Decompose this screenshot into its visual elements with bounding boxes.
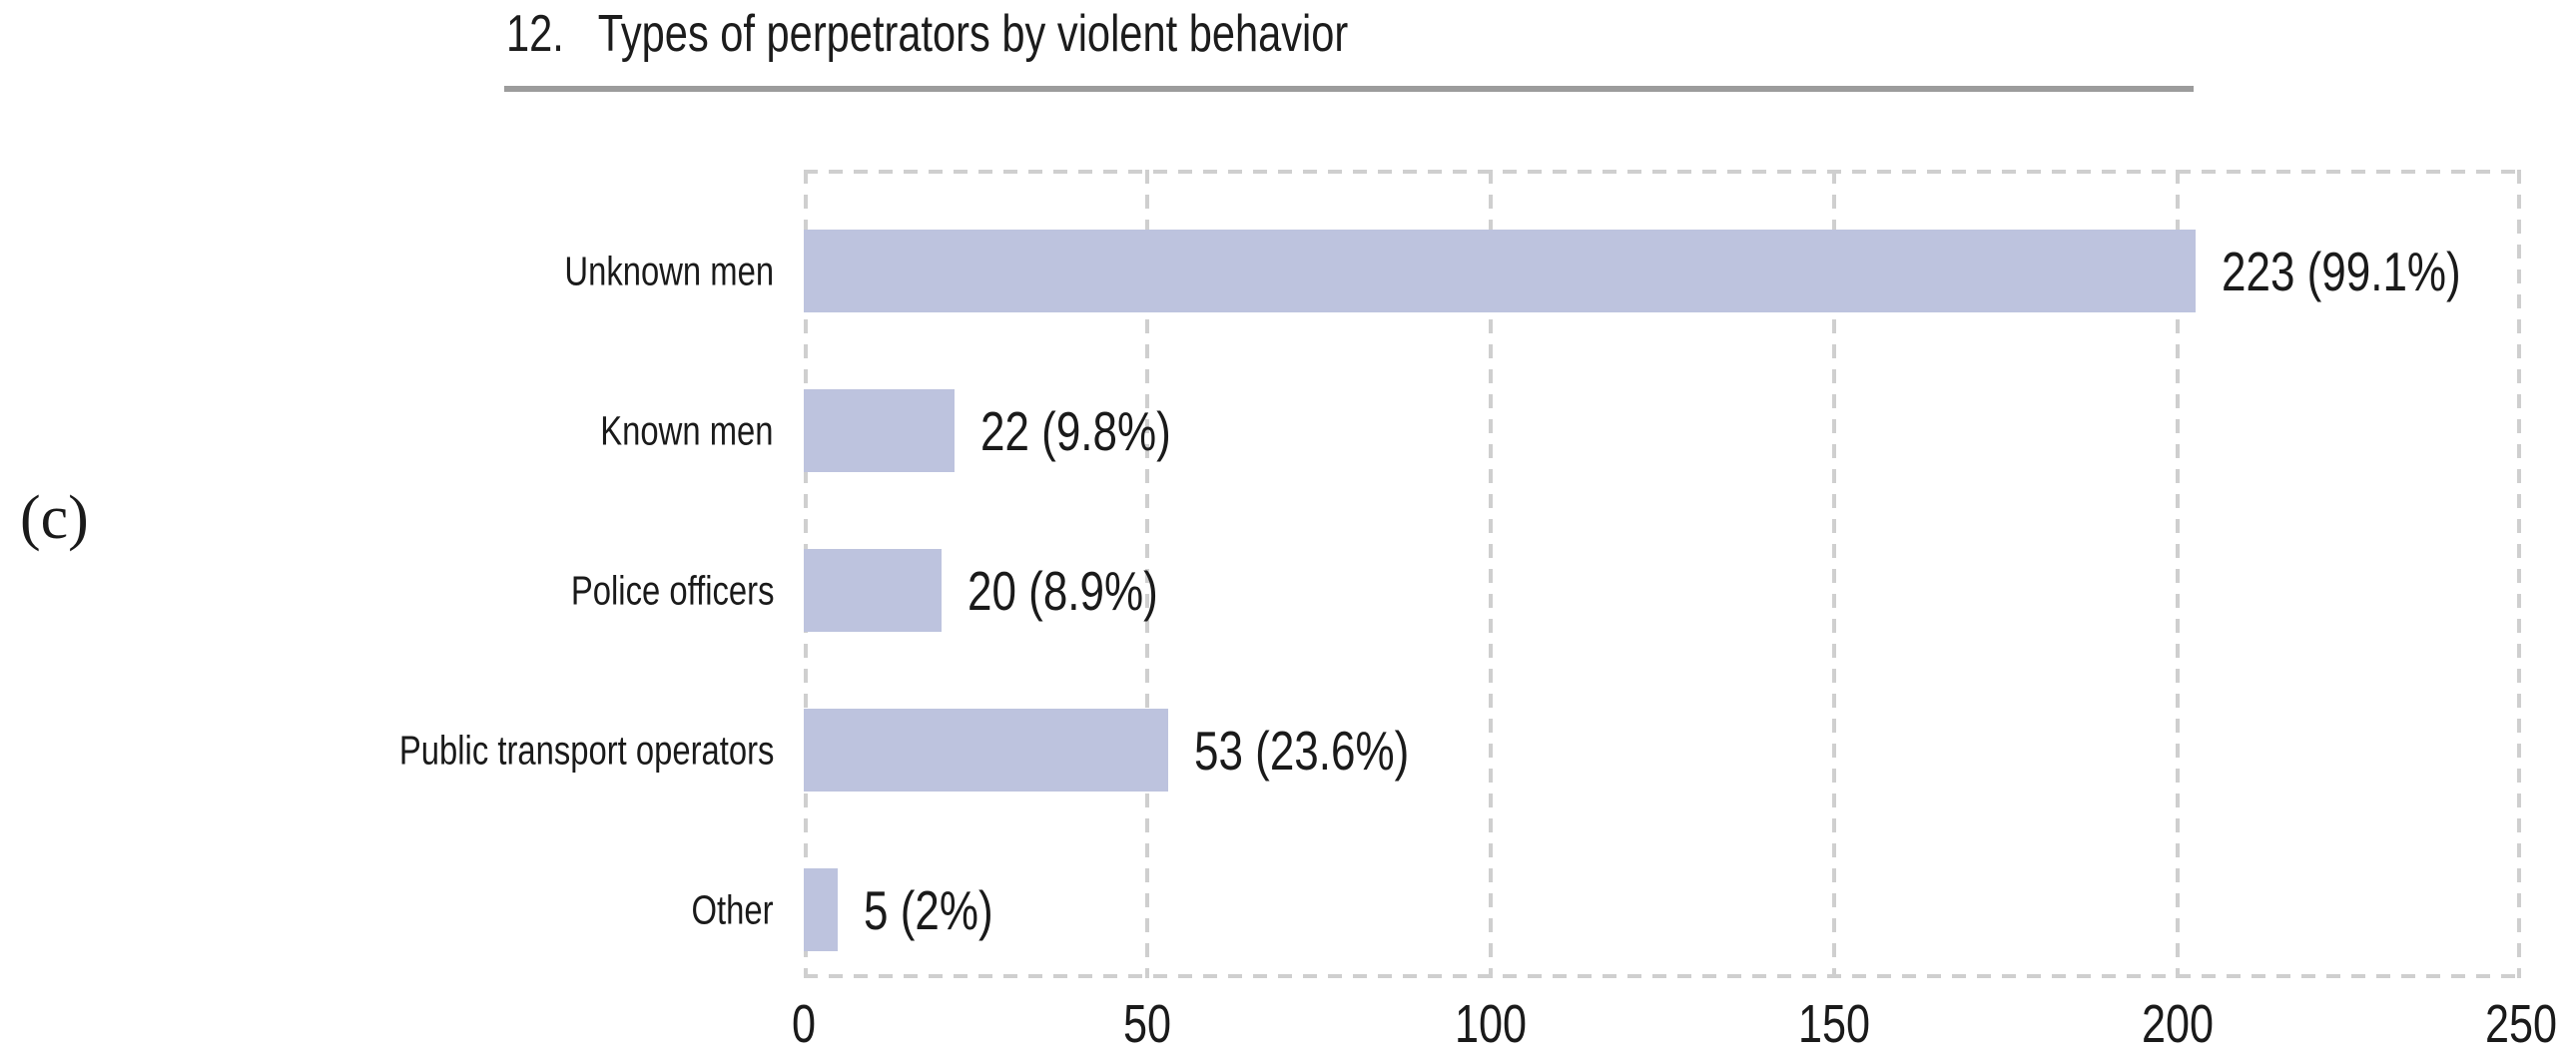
category-label: Unknown men — [564, 248, 774, 293]
category-label: Public transport operators — [398, 727, 774, 773]
plot-border-right — [2517, 170, 2521, 978]
value-label: 20 (8.9%) — [966, 559, 1158, 622]
plot-border-top — [804, 170, 2521, 174]
bar-row: Unknown men 223 (99.1%) — [564, 230, 2521, 312]
value-label: 5 (2%) — [864, 878, 993, 941]
value-label: 22 (9.8%) — [980, 399, 1172, 462]
value-label: 53 (23.6%) — [1193, 719, 1409, 782]
value-label: 223 (99.1%) — [2222, 240, 2462, 302]
bar — [804, 549, 942, 632]
category-label: Police officers — [570, 567, 774, 613]
x-tick: 0 — [791, 994, 817, 1054]
x-tick: 150 — [1797, 994, 1871, 1054]
bar-row: Known men 22 (9.8%) — [601, 389, 2521, 472]
category-label: Other — [691, 886, 774, 932]
bar — [804, 230, 2197, 312]
bar-row: Police officers 20 (8.9%) — [570, 549, 2521, 632]
category-label: Known men — [600, 407, 774, 453]
x-axis: 0 50 100 150 200 250 — [792, 993, 2557, 1054]
figure-panel-label: (c) — [20, 484, 89, 552]
gridline-100 — [1489, 170, 1493, 978]
gridline-150 — [1832, 170, 1836, 978]
bar-row: Public transport operators 53 (23.6%) — [398, 709, 2521, 792]
x-tick: 50 — [1122, 994, 1172, 1054]
x-tick: 100 — [1454, 994, 1528, 1054]
bar-rows: Unknown men 223 (99.1%) Known men 22 (9.… — [398, 170, 2521, 978]
chart-title: 12. Types of perpetrators by violent beh… — [506, 5, 1349, 63]
x-tick: 250 — [2484, 994, 2558, 1054]
bar — [804, 389, 956, 472]
gridline-50 — [1145, 170, 1149, 978]
bar — [804, 868, 839, 951]
title-underline — [504, 86, 2194, 92]
x-tick: 200 — [2141, 994, 2215, 1054]
gridline-200 — [2176, 170, 2180, 978]
bar-row: Other 5 (2%) — [692, 868, 2521, 951]
bar — [804, 709, 1168, 792]
plot-border-bottom — [804, 974, 2521, 978]
plot-area: Unknown men 223 (99.1%) Known men 22 (9.… — [398, 170, 2521, 978]
